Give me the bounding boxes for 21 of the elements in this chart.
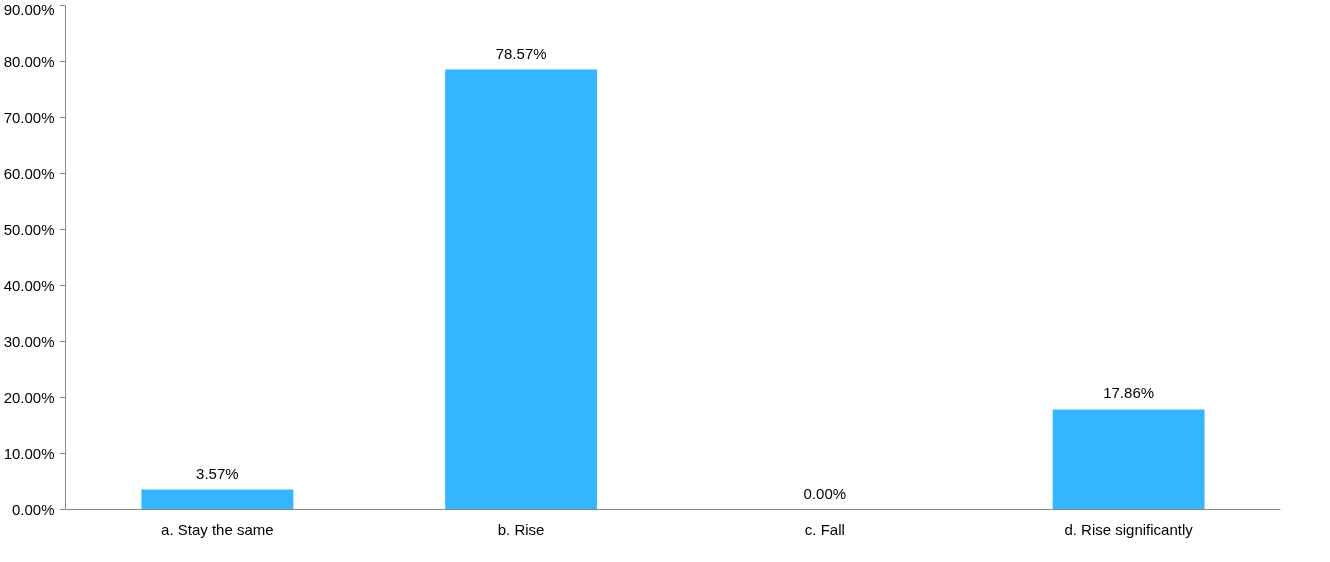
y-tick-label: 20.00% — [3, 389, 55, 406]
y-tick-label: 30.00% — [3, 333, 55, 350]
y-tick-label: 10.00% — [3, 445, 55, 462]
bar — [445, 69, 598, 510]
y-tick-label: 40.00% — [3, 277, 55, 294]
bar — [141, 489, 294, 510]
x-tick-label: d. Rise significantly — [1064, 520, 1194, 538]
y-tick-label: 90.00% — [3, 0, 55, 18]
y-tick-label: 80.00% — [3, 53, 55, 70]
data-label: 78.57% — [495, 44, 547, 62]
x-tick-label: c. Fall — [804, 520, 845, 538]
y-tick-label: 60.00% — [3, 165, 55, 182]
y-tick-label: 50.00% — [3, 221, 55, 238]
bar — [1052, 409, 1205, 510]
x-tick-label: b. Rise — [497, 520, 545, 538]
data-label: 17.86% — [1103, 384, 1155, 402]
data-label: 3.57% — [196, 464, 239, 482]
y-tick-label: 70.00% — [3, 109, 55, 126]
data-label: 0.00% — [803, 484, 847, 502]
y-tick-label: 0.00% — [11, 501, 55, 518]
x-tick-label: a. Stay the same — [161, 520, 274, 538]
